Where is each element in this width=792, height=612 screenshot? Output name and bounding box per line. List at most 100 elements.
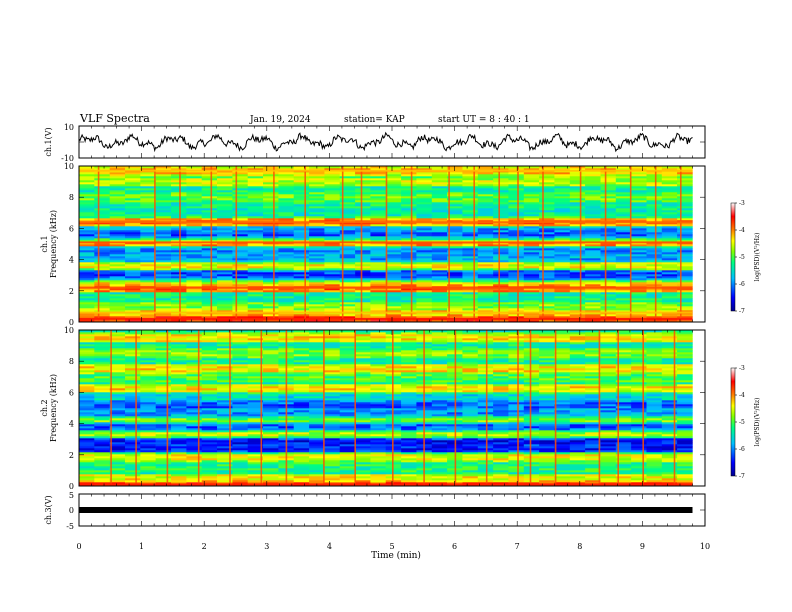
spectrogram-cell [447,210,463,213]
spectrogram-cell [94,188,110,191]
spectrogram-cell [217,426,233,429]
spectrogram-cell [508,454,524,457]
spectrogram-cell [94,168,110,171]
spectrogram-ytick-label: 10 [64,162,74,171]
spectrogram-cell [646,460,663,463]
spectrogram-cell [232,410,248,413]
spectrogram-cell [508,184,524,187]
spectrogram-cell [109,220,126,223]
spectrogram-cell [677,230,693,233]
spectrogram-cell [125,434,141,437]
spectrogram-cell [79,456,95,459]
spectrogram-cell [109,252,126,255]
spectrogram-cell [324,292,340,295]
spectrogram-cell [125,254,141,257]
spectrogram-cell [201,238,218,241]
spectrogram-cell [385,274,402,277]
spectrogram-cell [539,468,555,471]
spectrogram-cell [232,264,248,267]
spectrogram-cell [600,292,617,295]
spectrogram-cell [355,310,371,313]
spectrogram-cell [477,408,494,411]
spectrogram-cell [600,478,617,481]
spectrogram-cell [370,310,386,313]
spectrogram-cell [140,236,156,239]
spectrogram-cell [661,206,678,209]
spectrogram-cell [677,428,693,431]
spectrogram-cell [585,192,601,195]
spectrogram-cell [493,224,509,227]
spectrogram-cell [370,260,386,263]
spectrogram-cell [232,274,248,277]
spectrogram-cell [554,250,570,253]
spectrogram-cell [186,250,202,253]
spectrogram-cell [401,466,417,469]
spectrogram-cell [186,202,202,205]
spectrogram-cell [646,476,663,479]
spectrogram-cell [263,238,279,241]
spectrogram-cell [677,196,693,199]
spectrogram-cell [631,420,647,423]
spectrogram-cell [447,288,463,291]
spectrogram-cell [324,300,340,303]
spectrogram-cell [293,298,310,301]
spectrogram-cell [569,442,586,445]
spectrogram-cell [477,206,494,209]
spectrogram-cell [631,196,647,199]
spectrogram-cell [569,282,586,285]
spectrogram-cell [217,240,233,243]
spectrogram-cell [125,268,141,271]
spectrogram-cell [585,478,601,481]
spectrogram-cell [293,288,310,291]
spectrogram-cell [201,452,218,455]
spectrogram-cell [646,412,663,415]
spectrogram-cell [477,440,494,443]
spectrogram-cell [355,188,371,191]
spectrogram-cell [600,432,617,435]
spectrogram-cell [309,424,325,427]
spectrogram-cell [94,448,110,451]
spectrogram-cell [585,216,601,219]
spectrogram-cell [646,186,663,189]
spectrogram-cell [508,204,524,207]
spectrogram-cell [554,462,570,465]
spectrogram-cell [447,270,463,273]
spectrogram-cell [140,464,156,467]
spectrogram-cell [355,272,371,275]
spectrogram-cell [661,452,678,455]
spectrogram-cell [232,168,248,171]
ch1-spectrogram-ylabel-channel: ch.1 [40,235,49,252]
spectrogram-cell [339,268,356,271]
spectrogram-cell [585,224,601,227]
spectrogram-cell [140,470,156,473]
spectrogram-cell [263,464,279,467]
spectrogram-cell [109,284,126,287]
spectrogram-cell [79,256,95,259]
spectrogram-cell [462,412,478,415]
spectrogram-cell [140,466,156,469]
spectrogram-cell [155,412,172,415]
spectrogram-cell [493,238,509,241]
spectrogram-cell [355,320,371,323]
spectrogram-cell [324,412,340,415]
spectrogram-cell [171,244,187,247]
spectrogram-cell [324,262,340,265]
spectrogram-cell [293,278,310,281]
spectrogram-cell [94,230,110,233]
spectrogram-cell [646,428,663,431]
spectrogram-cell [631,210,647,213]
spectrogram-cell [339,418,356,421]
spectrogram-cell [401,230,417,233]
spectrogram-cell [523,204,540,207]
spectrogram-cell [125,430,141,433]
spectrogram-cell [339,316,356,319]
spectrogram-cell [646,458,663,461]
spectrogram-cell [539,452,555,455]
spectrogram-cell [431,444,448,447]
spectrogram-cell [569,426,586,429]
spectrogram-cell [309,226,325,229]
spectrogram-cell [539,310,555,313]
spectrogram-cell [355,278,371,281]
spectrogram-cell [508,432,524,435]
spectrogram-cell [94,216,110,219]
